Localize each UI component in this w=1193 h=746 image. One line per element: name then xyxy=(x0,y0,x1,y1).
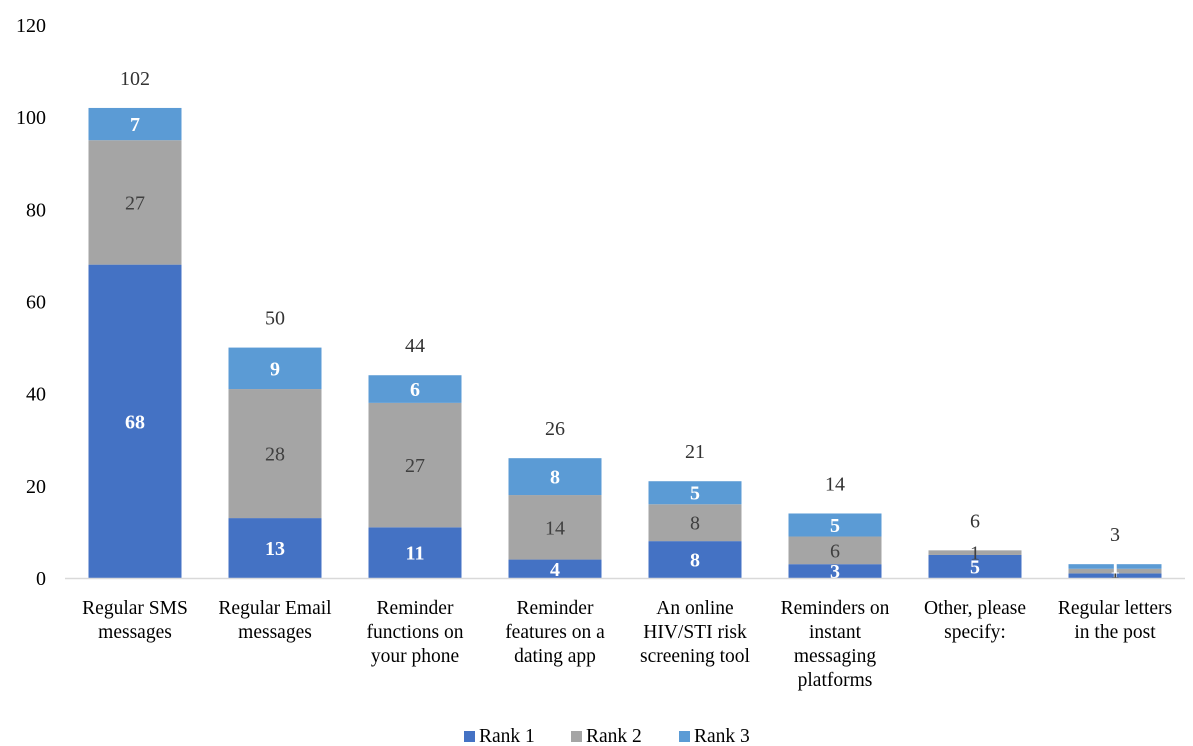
data-label: 1 xyxy=(1110,566,1120,588)
bar-segment xyxy=(368,527,462,578)
bar-segment xyxy=(508,559,602,578)
bar-segment xyxy=(88,140,182,265)
total-label: 6 xyxy=(970,510,980,532)
category-label: Other, please specify: xyxy=(924,598,1026,643)
data-label: 1 xyxy=(1110,561,1120,583)
legend-swatch xyxy=(571,731,582,742)
data-label: 3 xyxy=(830,561,840,583)
data-label: 9 xyxy=(270,358,280,380)
legend: Rank 1 Rank 2 Rank 3 xyxy=(464,726,750,746)
legend-swatch xyxy=(464,731,475,742)
bar-segment xyxy=(368,402,462,528)
total-labels: 102 50 44 26 21 14 6 3 xyxy=(120,68,1120,546)
bar-segment xyxy=(228,347,322,390)
data-label: 27 xyxy=(125,192,145,214)
bar-segment xyxy=(928,554,1022,578)
bar-segment xyxy=(788,564,882,578)
total-label: 26 xyxy=(545,418,565,440)
total-label: 102 xyxy=(120,68,150,90)
y-tick-label: 80 xyxy=(26,199,46,221)
data-label: 28 xyxy=(265,444,285,466)
y-tick-label: 0 xyxy=(36,568,46,590)
total-label: 21 xyxy=(685,441,705,463)
data-label: 6 xyxy=(410,379,420,401)
data-label: 8 xyxy=(690,550,700,572)
data-label: 8 xyxy=(690,513,700,535)
data-label: 5 xyxy=(970,556,980,578)
legend-label: Rank 3 xyxy=(694,726,750,746)
data-label: 27 xyxy=(405,455,425,477)
legend-label: Rank 1 xyxy=(479,726,535,746)
bar-segment xyxy=(228,389,322,519)
bar-segment xyxy=(1068,573,1162,578)
category-label: Regular letters in the post xyxy=(1058,598,1172,643)
bar-segment xyxy=(228,518,322,578)
legend-label: Rank 2 xyxy=(586,726,642,746)
total-label: 14 xyxy=(825,473,845,495)
total-label: 44 xyxy=(405,335,425,357)
bar-segment xyxy=(788,536,882,565)
bar-segment xyxy=(88,107,182,141)
data-label: 14 xyxy=(545,517,565,539)
data-label: 13 xyxy=(265,538,285,560)
bar-segment xyxy=(648,504,742,542)
data-label: 1 xyxy=(970,543,980,565)
data-label: 5 xyxy=(690,483,700,505)
y-tick-label: 100 xyxy=(16,107,46,129)
total-label: 50 xyxy=(265,308,285,330)
y-axis: 0 20 40 60 80 100 120 xyxy=(16,15,46,590)
category-label: Regular Email messages xyxy=(218,598,332,643)
bar-segment xyxy=(648,541,742,578)
legend-swatch xyxy=(679,731,690,742)
bar-segment xyxy=(508,458,602,496)
data-label: 4 xyxy=(550,559,560,581)
bar-segment xyxy=(788,513,882,537)
data-label: 1 xyxy=(1110,556,1120,578)
category-label: An online HIV/STI risk screening tool xyxy=(640,598,751,667)
bar-segment xyxy=(368,375,462,403)
bar-segment xyxy=(648,481,742,505)
data-label: 6 xyxy=(830,540,840,562)
bar-segment xyxy=(508,495,602,560)
bar-segment xyxy=(1068,568,1162,574)
bar-segment xyxy=(88,264,182,578)
category-label: Reminder functions on your phone xyxy=(367,598,464,667)
y-tick-label: 120 xyxy=(16,15,46,37)
category-labels: Regular SMS messages Regular Email messages… xyxy=(82,598,1172,691)
total-label: 3 xyxy=(1110,524,1120,546)
bar-segment xyxy=(1068,564,1162,569)
category-label: Reminder features on a dating app xyxy=(505,598,605,667)
data-label: 7 xyxy=(130,114,140,136)
y-tick-label: 60 xyxy=(26,292,46,314)
y-tick-label: 40 xyxy=(26,384,46,406)
data-label: 11 xyxy=(406,543,425,565)
category-label: Regular SMS messages xyxy=(82,598,188,643)
bar-segment xyxy=(928,550,1022,555)
category-label: Reminders on instant messaging platforms xyxy=(781,598,890,691)
data-label: 5 xyxy=(830,515,840,537)
data-label: 68 xyxy=(125,411,145,433)
data-label: 8 xyxy=(550,467,560,489)
y-tick-label: 20 xyxy=(26,476,46,498)
